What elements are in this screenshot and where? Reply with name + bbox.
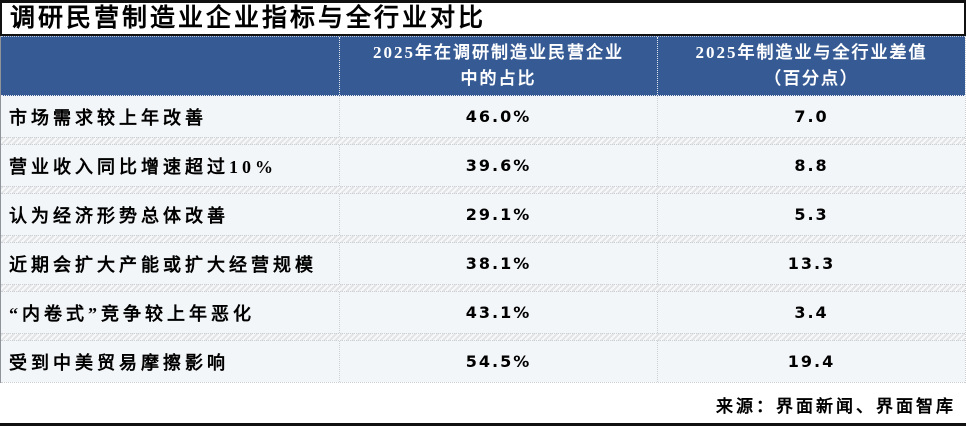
row-label: 市场需求较上年改善 bbox=[9, 107, 207, 128]
row-divider bbox=[1, 235, 965, 243]
header-cell-diff: 2025年制造业与全行业差值 （百分点） bbox=[658, 37, 965, 95]
diff-value: 13.3 bbox=[787, 254, 836, 273]
table-row: 受到中美贸易摩擦影响 54.5% 19.4 bbox=[1, 341, 965, 382]
header-cell-share: 2025年在调研制造业民营企业 中的占比 bbox=[340, 37, 658, 95]
header-share-line1: 2025年在调研制造业民营企业 bbox=[373, 43, 624, 62]
page-title: 调研民营制造业企业指标与全行业对比 bbox=[10, 5, 487, 32]
row-divider bbox=[1, 186, 965, 194]
diff-value: 3.4 bbox=[794, 303, 829, 322]
title-box: 调研民营制造业企业指标与全行业对比 bbox=[0, 0, 966, 36]
table-row: 营业收入同比增速超过10% 39.6% 8.8 bbox=[1, 145, 965, 186]
row-divider bbox=[1, 284, 965, 292]
row-divider bbox=[1, 333, 965, 341]
row-label: 近期会扩大产能或扩大经营规模 bbox=[9, 254, 317, 275]
share-value: 46.0% bbox=[465, 107, 532, 126]
diff-value: 19.4 bbox=[787, 352, 836, 371]
row-label: 受到中美贸易摩擦影响 bbox=[9, 352, 229, 373]
share-value: 39.6% bbox=[465, 156, 532, 175]
table-row: 认为经济形势总体改善 29.1% 5.3 bbox=[1, 194, 965, 235]
diff-value: 7.0 bbox=[794, 107, 829, 126]
share-value: 43.1% bbox=[465, 303, 532, 322]
comparison-table: 2025年在调研制造业民营企业 中的占比 2025年制造业与全行业差值 （百分点… bbox=[0, 36, 966, 383]
bottom-rule bbox=[0, 423, 966, 426]
diff-value: 8.8 bbox=[794, 156, 829, 175]
row-label: “内卷式”竞争较上年恶化 bbox=[9, 303, 255, 324]
header-share-line2: 中的占比 bbox=[460, 69, 537, 88]
diff-value: 5.3 bbox=[794, 205, 829, 224]
table-bottom-border bbox=[1, 382, 965, 383]
row-divider bbox=[1, 137, 965, 145]
table-row: “内卷式”竞争较上年恶化 43.1% 3.4 bbox=[1, 292, 965, 333]
header-diff-line2: （百分点） bbox=[764, 69, 859, 88]
row-label: 营业收入同比增速超过10% bbox=[9, 156, 277, 177]
share-value: 38.1% bbox=[465, 254, 532, 273]
share-value: 29.1% bbox=[465, 205, 532, 224]
header-diff-line1: 2025年制造业与全行业差值 bbox=[695, 43, 928, 62]
header-cell-indicator bbox=[1, 37, 340, 95]
table-row: 市场需求较上年改善 46.0% 7.0 bbox=[1, 96, 965, 137]
source-credit: 来源：界面新闻、界面智库 bbox=[716, 397, 956, 416]
table-row: 近期会扩大产能或扩大经营规模 38.1% 13.3 bbox=[1, 243, 965, 284]
table-header-row: 2025年在调研制造业民营企业 中的占比 2025年制造业与全行业差值 （百分点… bbox=[1, 36, 965, 96]
share-value: 54.5% bbox=[465, 352, 532, 371]
row-label: 认为经济形势总体改善 bbox=[9, 205, 229, 226]
